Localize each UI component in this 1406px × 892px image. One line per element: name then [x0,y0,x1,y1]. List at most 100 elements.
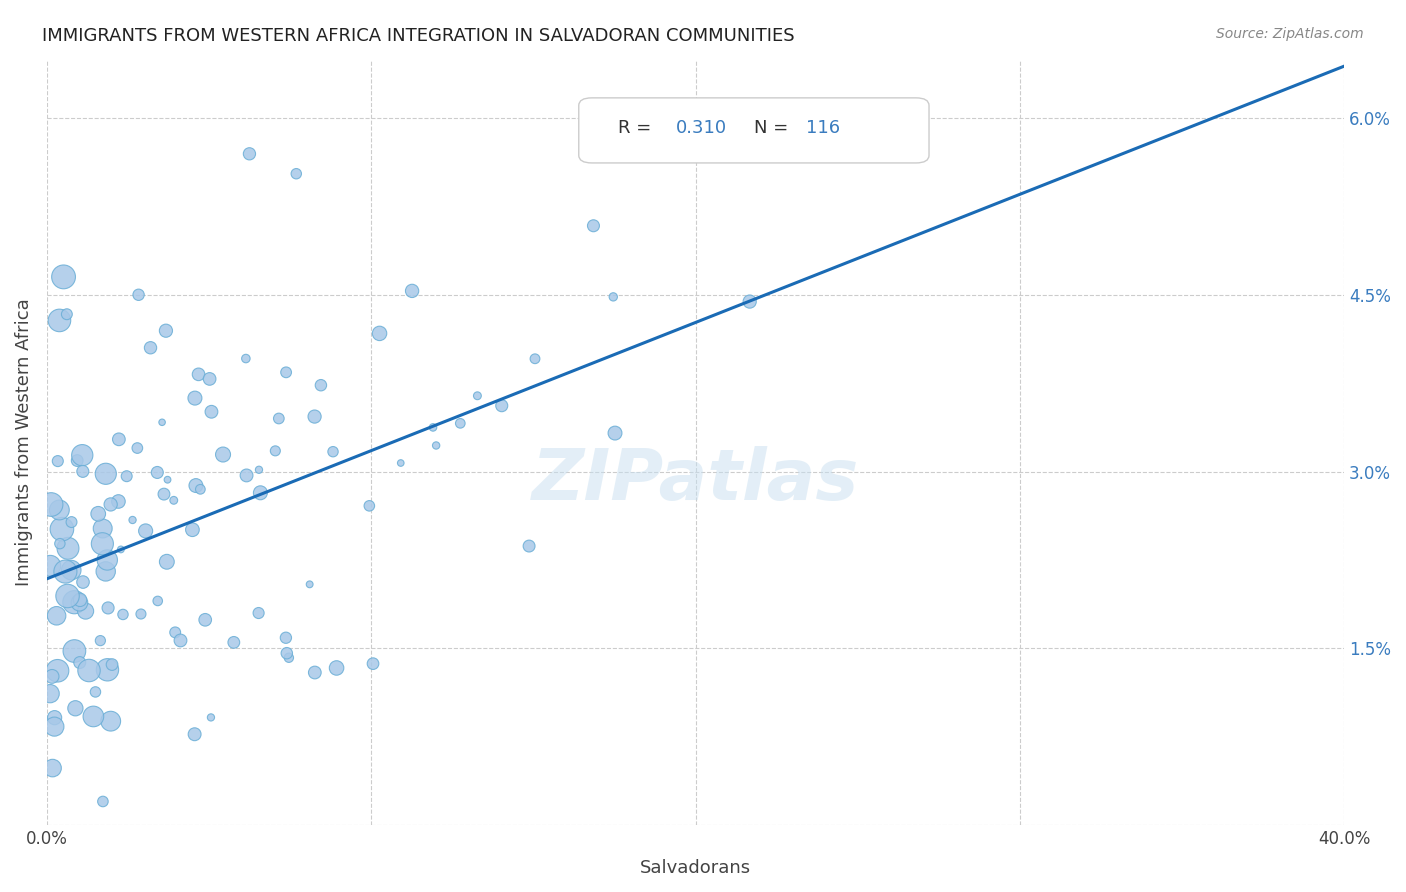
Point [153,487,176,501]
Point [169,633,191,648]
Point [156,473,179,487]
Point [49,536,72,550]
Point [361,657,384,671]
Text: R =: R = [617,120,657,137]
Point [198,372,221,386]
Point [48,503,70,517]
Point [309,378,332,392]
Text: 116: 116 [806,120,839,137]
Point [298,577,321,591]
Point [200,405,222,419]
Point [72,575,94,590]
Point [304,665,326,680]
Point [222,635,245,649]
Point [517,539,540,553]
Point [274,365,297,379]
Point [277,650,299,665]
Point [401,284,423,298]
FancyBboxPatch shape [579,98,929,163]
Point [108,433,131,447]
Point [449,417,471,431]
Point [65,701,87,715]
Point [46,664,69,678]
Point [165,625,187,640]
Point [84,685,107,699]
Point [97,601,120,615]
Point [235,468,257,483]
Point [101,657,124,672]
Text: 0.310: 0.310 [676,120,727,137]
Point [72,448,94,462]
Point [94,467,117,481]
Point [235,351,257,366]
Point [63,595,86,609]
Point [163,493,186,508]
Point [425,438,447,452]
Point [56,541,79,556]
Point [194,613,217,627]
Point [602,290,624,304]
X-axis label: Salvadorans: Salvadorans [640,859,751,877]
Point [603,426,626,441]
Point [389,456,412,470]
Point [77,664,100,678]
Point [249,485,271,500]
Text: N =: N = [754,120,794,137]
Point [146,594,169,608]
Point [51,522,73,536]
Point [66,453,89,467]
Point [75,604,97,618]
Point [100,714,122,728]
Point [100,498,122,512]
Point [46,454,69,468]
Point [467,389,489,403]
Point [56,307,79,321]
Text: ZIPatlas: ZIPatlas [531,446,859,515]
Point [60,563,83,577]
Point [212,448,235,462]
Point [128,287,150,301]
Point [69,592,91,607]
Point [41,761,63,775]
Point [48,313,70,327]
Point [359,499,381,513]
Point [111,607,134,622]
Point [582,219,605,233]
Text: IMMIGRANTS FROM WESTERN AFRICA INTEGRATION IN SALVADORAN COMMUNITIES: IMMIGRANTS FROM WESTERN AFRICA INTEGRATI… [42,27,794,45]
Point [115,469,138,483]
Point [82,709,104,723]
Point [422,420,444,434]
Point [91,537,114,551]
Point [110,542,132,557]
Point [56,589,79,603]
Point [322,444,344,458]
Point [738,294,761,309]
Point [155,324,177,338]
Point [72,464,94,478]
Point [274,631,297,645]
Point [44,720,66,734]
Point [285,167,308,181]
Point [39,558,62,573]
Point [89,633,111,648]
Point [127,441,149,455]
Point [107,494,129,508]
Point [524,351,547,366]
Point [69,656,91,670]
Point [41,669,63,683]
Point [96,663,118,677]
Point [129,607,152,621]
Point [491,399,513,413]
Point [39,498,62,512]
Point [39,687,62,701]
Point [184,478,207,492]
Point [247,463,270,477]
Point [67,596,90,610]
Point [52,269,75,284]
Point [63,644,86,658]
Point [91,795,114,809]
Point [94,565,117,579]
Point [200,710,222,724]
Point [188,483,211,497]
Point [247,606,270,620]
